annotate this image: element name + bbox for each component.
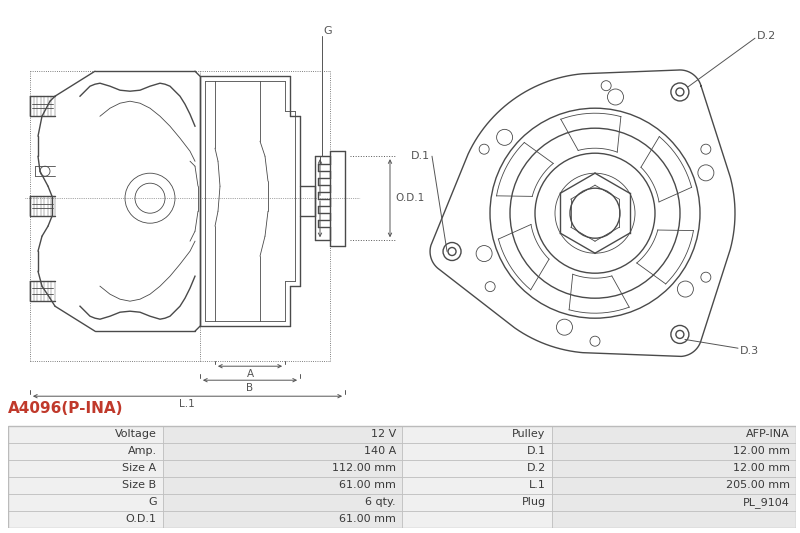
Bar bbox=[162, 443, 402, 459]
Text: 112.00 mm: 112.00 mm bbox=[332, 463, 396, 473]
Text: O.D.1: O.D.1 bbox=[126, 514, 157, 524]
Text: G: G bbox=[148, 497, 157, 507]
Bar bbox=[552, 494, 796, 511]
Bar bbox=[402, 426, 552, 443]
Text: Plug: Plug bbox=[522, 497, 546, 507]
Bar bbox=[402, 511, 552, 528]
Bar bbox=[402, 494, 552, 511]
Bar bbox=[402, 459, 552, 477]
Bar bbox=[402, 477, 552, 494]
Text: PL_9104: PL_9104 bbox=[743, 497, 790, 507]
Text: 12.00 mm: 12.00 mm bbox=[733, 463, 790, 473]
Bar bbox=[552, 511, 796, 528]
Text: Size B: Size B bbox=[122, 480, 157, 490]
Text: Amp.: Amp. bbox=[127, 446, 157, 456]
Bar bbox=[8, 494, 162, 511]
Bar bbox=[8, 459, 162, 477]
Text: 12 V: 12 V bbox=[370, 429, 396, 439]
Bar bbox=[8, 511, 162, 528]
Bar bbox=[8, 426, 162, 443]
Text: D.2: D.2 bbox=[526, 463, 546, 473]
Bar bbox=[8, 443, 162, 459]
Bar bbox=[552, 477, 796, 494]
Text: AFP-INA: AFP-INA bbox=[746, 429, 790, 439]
Text: Pulley: Pulley bbox=[512, 429, 546, 439]
Text: A4096(P-INA): A4096(P-INA) bbox=[8, 401, 123, 416]
Text: Voltage: Voltage bbox=[114, 429, 157, 439]
Text: G: G bbox=[323, 26, 332, 36]
Text: Size A: Size A bbox=[122, 463, 157, 473]
Text: D.1: D.1 bbox=[411, 151, 430, 161]
Text: B: B bbox=[246, 383, 254, 393]
Text: 205.00 mm: 205.00 mm bbox=[726, 480, 790, 490]
Bar bbox=[402, 443, 552, 459]
Bar bbox=[162, 426, 402, 443]
Bar bbox=[162, 511, 402, 528]
Text: 140 A: 140 A bbox=[364, 446, 396, 456]
Text: 61.00 mm: 61.00 mm bbox=[339, 514, 396, 524]
Bar bbox=[162, 459, 402, 477]
Text: D.1: D.1 bbox=[526, 446, 546, 456]
Bar bbox=[552, 459, 796, 477]
Bar bbox=[552, 443, 796, 459]
Text: D.2: D.2 bbox=[757, 31, 776, 41]
Text: 61.00 mm: 61.00 mm bbox=[339, 480, 396, 490]
Text: A: A bbox=[246, 369, 254, 379]
Text: 6 qty.: 6 qty. bbox=[366, 497, 396, 507]
Bar bbox=[552, 426, 796, 443]
Bar bbox=[162, 477, 402, 494]
Text: L.1: L.1 bbox=[529, 480, 546, 490]
Text: L.1: L.1 bbox=[179, 399, 195, 409]
Text: D.3: D.3 bbox=[740, 346, 759, 356]
Bar bbox=[8, 477, 162, 494]
Text: 12.00 mm: 12.00 mm bbox=[733, 446, 790, 456]
Bar bbox=[162, 494, 402, 511]
Text: O.D.1: O.D.1 bbox=[395, 193, 424, 203]
